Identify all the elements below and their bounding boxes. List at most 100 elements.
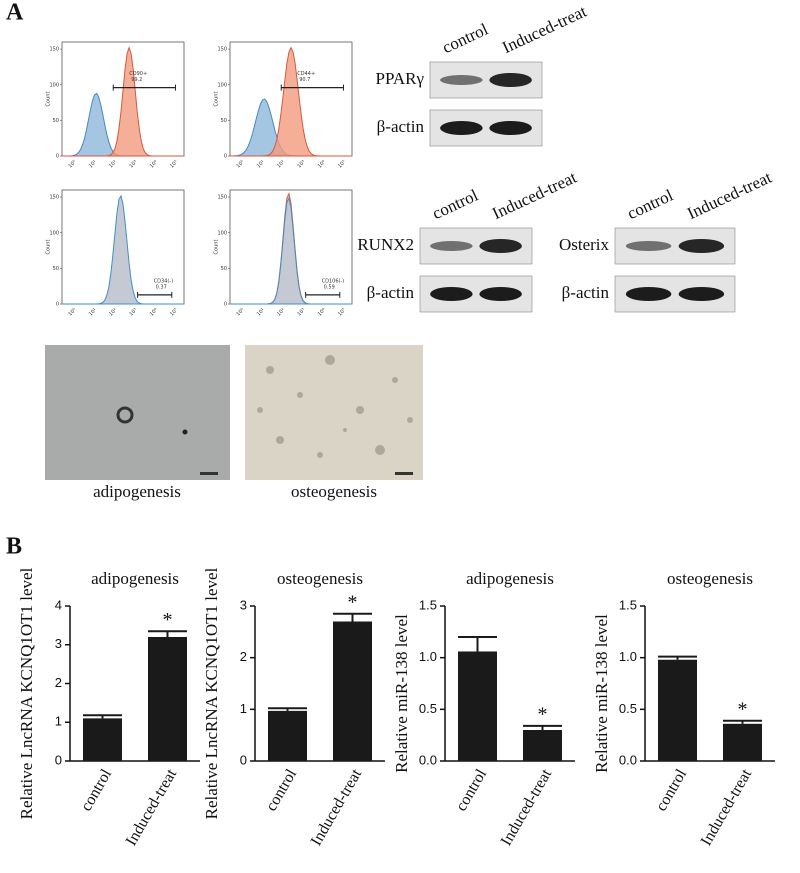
flow-ytick-label: 100 xyxy=(49,230,59,236)
significance: * xyxy=(738,698,748,720)
y-tick-label: 0.0 xyxy=(419,752,437,767)
gate-label: CD44+ xyxy=(297,71,315,77)
significance: * xyxy=(538,703,548,725)
lane-label: control xyxy=(429,185,481,223)
chart-title: osteogenesis xyxy=(667,569,753,588)
chart-title: adipogenesis xyxy=(466,569,554,588)
flow-ytick-label: 150 xyxy=(217,47,227,53)
band xyxy=(678,239,725,253)
flow-xtick-label: 10¹ xyxy=(88,307,98,317)
flow-xtick-label: 10⁵ xyxy=(337,307,347,317)
flow-ytick-label: 0 xyxy=(224,154,227,160)
band xyxy=(479,239,522,253)
band xyxy=(430,241,473,251)
band xyxy=(430,287,473,301)
x-tick-label: Induced-treat xyxy=(308,766,366,849)
x-tick-label: Induced-treat xyxy=(698,766,756,849)
x-tick-label: control xyxy=(263,766,301,814)
flow-xtick-label: 10¹ xyxy=(256,307,266,317)
gate-label: CD106(-) xyxy=(322,278,345,284)
y-tick-label: 2 xyxy=(240,649,247,664)
bar xyxy=(333,621,372,761)
flow-xtick-label: 10⁰ xyxy=(67,307,77,317)
flow-ytick-label: 50 xyxy=(221,118,227,124)
y-tick-label: 1 xyxy=(55,714,62,729)
y-tick-label: 0.0 xyxy=(619,752,637,767)
gate-label: CD34(-) xyxy=(154,278,173,284)
flow-ytick-label: 50 xyxy=(53,118,59,124)
flow-ytick-label: 100 xyxy=(49,82,59,88)
cell xyxy=(116,406,134,424)
y-tick-label: 1 xyxy=(240,701,247,716)
image-caption: adipogenesis xyxy=(93,482,181,501)
gate-percent: 0.37 xyxy=(156,284,167,290)
y-tick-label: 0 xyxy=(55,752,62,767)
chart-title: osteogenesis xyxy=(277,569,363,588)
band xyxy=(440,121,483,135)
histogram xyxy=(62,46,184,157)
flow-ytick-label: 0 xyxy=(56,302,59,308)
bar xyxy=(268,710,307,761)
flow-ytick-label: 0 xyxy=(224,302,227,308)
flow-xtick-label: 10³ xyxy=(128,159,138,169)
histogram xyxy=(62,194,184,305)
micrograph xyxy=(45,345,230,480)
significance: * xyxy=(348,591,358,613)
flow-ylabel: Count xyxy=(46,240,52,255)
bar xyxy=(523,730,562,761)
gate-percent: 0.59 xyxy=(324,284,335,290)
lane-label: control xyxy=(624,185,676,223)
x-tick-label: Induced-treat xyxy=(498,766,556,849)
flow-xtick-label: 10⁰ xyxy=(235,159,245,169)
x-tick-label: Induced-treat xyxy=(123,766,181,849)
bar xyxy=(148,637,187,761)
lane-label: Induced-treat xyxy=(684,168,774,224)
flow-xtick-label: 10² xyxy=(108,159,118,169)
y-axis-label: Relative miR-138 level xyxy=(392,614,411,773)
bar xyxy=(723,723,762,761)
x-tick-label: control xyxy=(78,766,116,814)
significance: * xyxy=(163,609,173,631)
y-axis-label: Relative LncRNA KCNQ1OT1 level xyxy=(202,567,221,819)
row-label: β-actin xyxy=(562,283,610,302)
flow-ytick-label: 100 xyxy=(217,230,227,236)
flow-xtick-label: 10³ xyxy=(296,159,306,169)
row-label: Osterix xyxy=(559,235,610,254)
y-tick-label: 1.5 xyxy=(419,597,437,612)
cell-texture xyxy=(257,355,413,458)
band xyxy=(479,287,522,301)
lane-label: Induced-treat xyxy=(499,2,589,58)
y-tick-label: 0 xyxy=(240,752,247,767)
bar xyxy=(83,718,122,761)
y-tick-label: 1.0 xyxy=(419,649,437,664)
flow-xtick-label: 10⁴ xyxy=(149,307,159,317)
bar xyxy=(658,659,697,761)
flow-xtick-label: 10³ xyxy=(296,307,306,317)
flow-ylabel: Count xyxy=(214,240,220,255)
flow-ytick-label: 50 xyxy=(221,266,227,272)
y-tick-label: 3 xyxy=(55,636,62,651)
band xyxy=(625,241,672,251)
y-tick-label: 1.0 xyxy=(619,649,637,664)
lane-label: Induced-treat xyxy=(489,168,579,224)
flow-xtick-label: 10⁵ xyxy=(169,159,179,169)
flow-xtick-label: 10⁵ xyxy=(169,307,179,317)
flow-xtick-label: 10³ xyxy=(128,307,138,317)
flow-xtick-label: 10⁰ xyxy=(235,307,245,317)
band xyxy=(625,287,672,301)
row-label: RUNX2 xyxy=(357,235,414,254)
band xyxy=(678,287,725,301)
flow-ytick-label: 150 xyxy=(49,47,59,53)
chart-title: adipogenesis xyxy=(91,569,179,588)
flow-xtick-label: 10⁰ xyxy=(67,159,77,169)
flow-xtick-label: 10¹ xyxy=(256,159,266,169)
flow-xtick-label: 10¹ xyxy=(88,159,98,169)
band xyxy=(440,75,483,85)
panel-label: B xyxy=(6,534,22,560)
y-tick-label: 0.5 xyxy=(419,701,437,716)
flow-xtick-label: 10² xyxy=(276,159,286,169)
lane-label: control xyxy=(439,19,491,57)
y-axis-label: Relative LncRNA KCNQ1OT1 level xyxy=(17,567,36,819)
band xyxy=(489,121,532,135)
